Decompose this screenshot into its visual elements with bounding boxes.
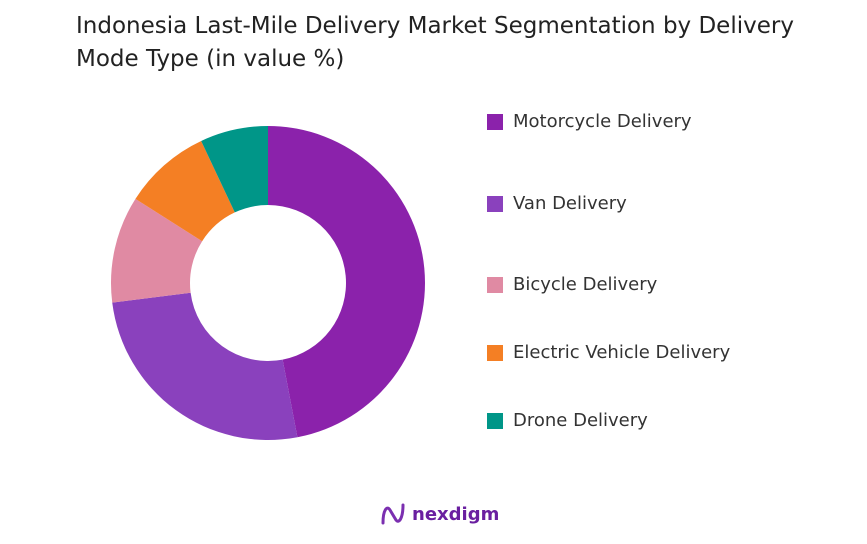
logo-text: nexdigm [412,503,500,525]
legend-swatch [487,412,503,429]
slice-electric-vehicle-delivery [135,140,235,242]
legend-item: Bicycle Delivery [487,274,657,295]
legend-swatch [487,195,503,212]
legend-label: Motorcycle Delivery [513,111,692,132]
nexdigm-logo: nexdigm [380,502,499,526]
slice-drone-delivery [201,126,268,213]
legend-label: Drone Delivery [513,410,648,431]
chart-title: Indonesia Last-Mile Delivery Market Segm… [76,13,794,72]
slice-van-delivery [112,292,298,440]
legend-label: Electric Vehicle Delivery [513,342,731,363]
slice-motorcycle-delivery [268,126,426,438]
legend-swatch [487,276,503,293]
legend-item: Electric Vehicle Delivery [487,342,730,363]
legend-item: Motorcycle Delivery [487,111,692,132]
legend-item: Van Delivery [487,193,627,214]
slice-bicycle-delivery [111,198,203,303]
legend-label: Van Delivery [513,193,627,214]
nexdigm-logo-icon [381,503,405,525]
legend-swatch [487,113,503,130]
legend-swatch [487,344,503,361]
legend-item: Drone Delivery [487,410,648,431]
legend-label: Bicycle Delivery [513,274,658,295]
